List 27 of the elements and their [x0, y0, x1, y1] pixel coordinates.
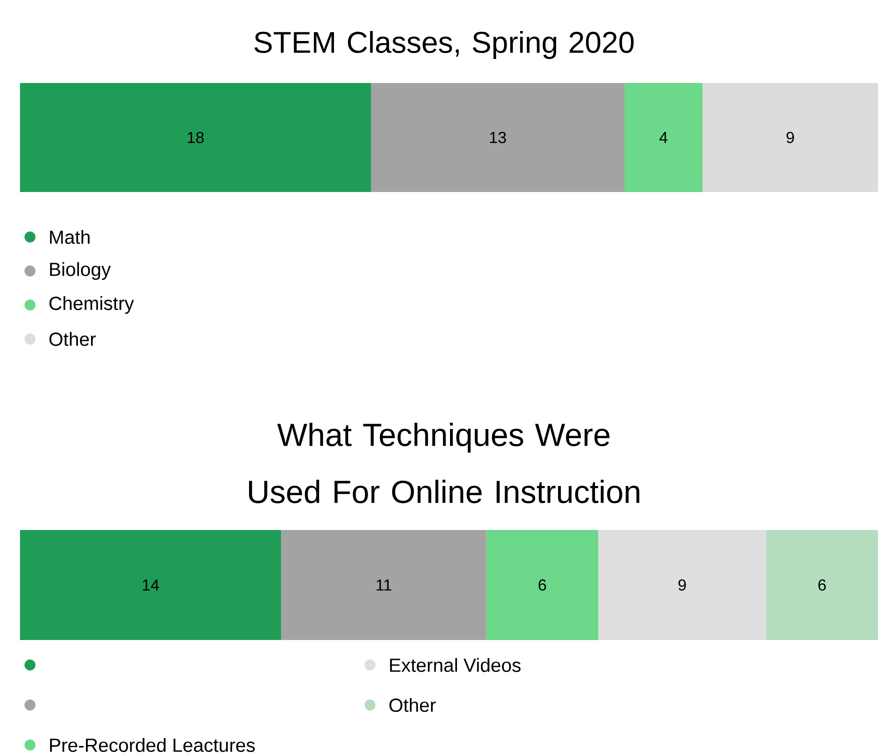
- bar: [281, 530, 486, 640]
- bar: [20, 82, 372, 192]
- bar: [486, 530, 598, 640]
- data-label: 9: [678, 579, 686, 591]
- data-label: 18: [188, 132, 204, 144]
- data-label: 14: [142, 579, 159, 590]
- legend-label: Chemistry: [49, 296, 134, 314]
- bar: [371, 82, 625, 192]
- legend-label: Pre-Recorded Leactures: [50, 738, 255, 752]
- bar: [20, 530, 282, 640]
- data-label: 6: [818, 579, 826, 591]
- data-label: 13: [490, 132, 506, 144]
- data-label: 6: [538, 579, 546, 591]
- bar: [624, 82, 703, 192]
- chart-title: STEM Classes, Spring 2020: [254, 30, 634, 59]
- legend-label: Other: [389, 698, 436, 712]
- bar: [766, 530, 878, 640]
- legend-label: External Videos: [390, 658, 521, 672]
- bar: [702, 82, 878, 192]
- data-label: 4: [659, 132, 668, 143]
- bar: [598, 530, 766, 640]
- data-label: 9: [786, 132, 794, 144]
- data-label: 11: [376, 579, 392, 590]
- legend-label: Other: [49, 332, 96, 346]
- chart-title: What Techniques Were Used For Online Instruction: [249, 422, 640, 504]
- legend-label: Biology: [50, 262, 111, 280]
- legend-label: Math: [50, 230, 90, 244]
